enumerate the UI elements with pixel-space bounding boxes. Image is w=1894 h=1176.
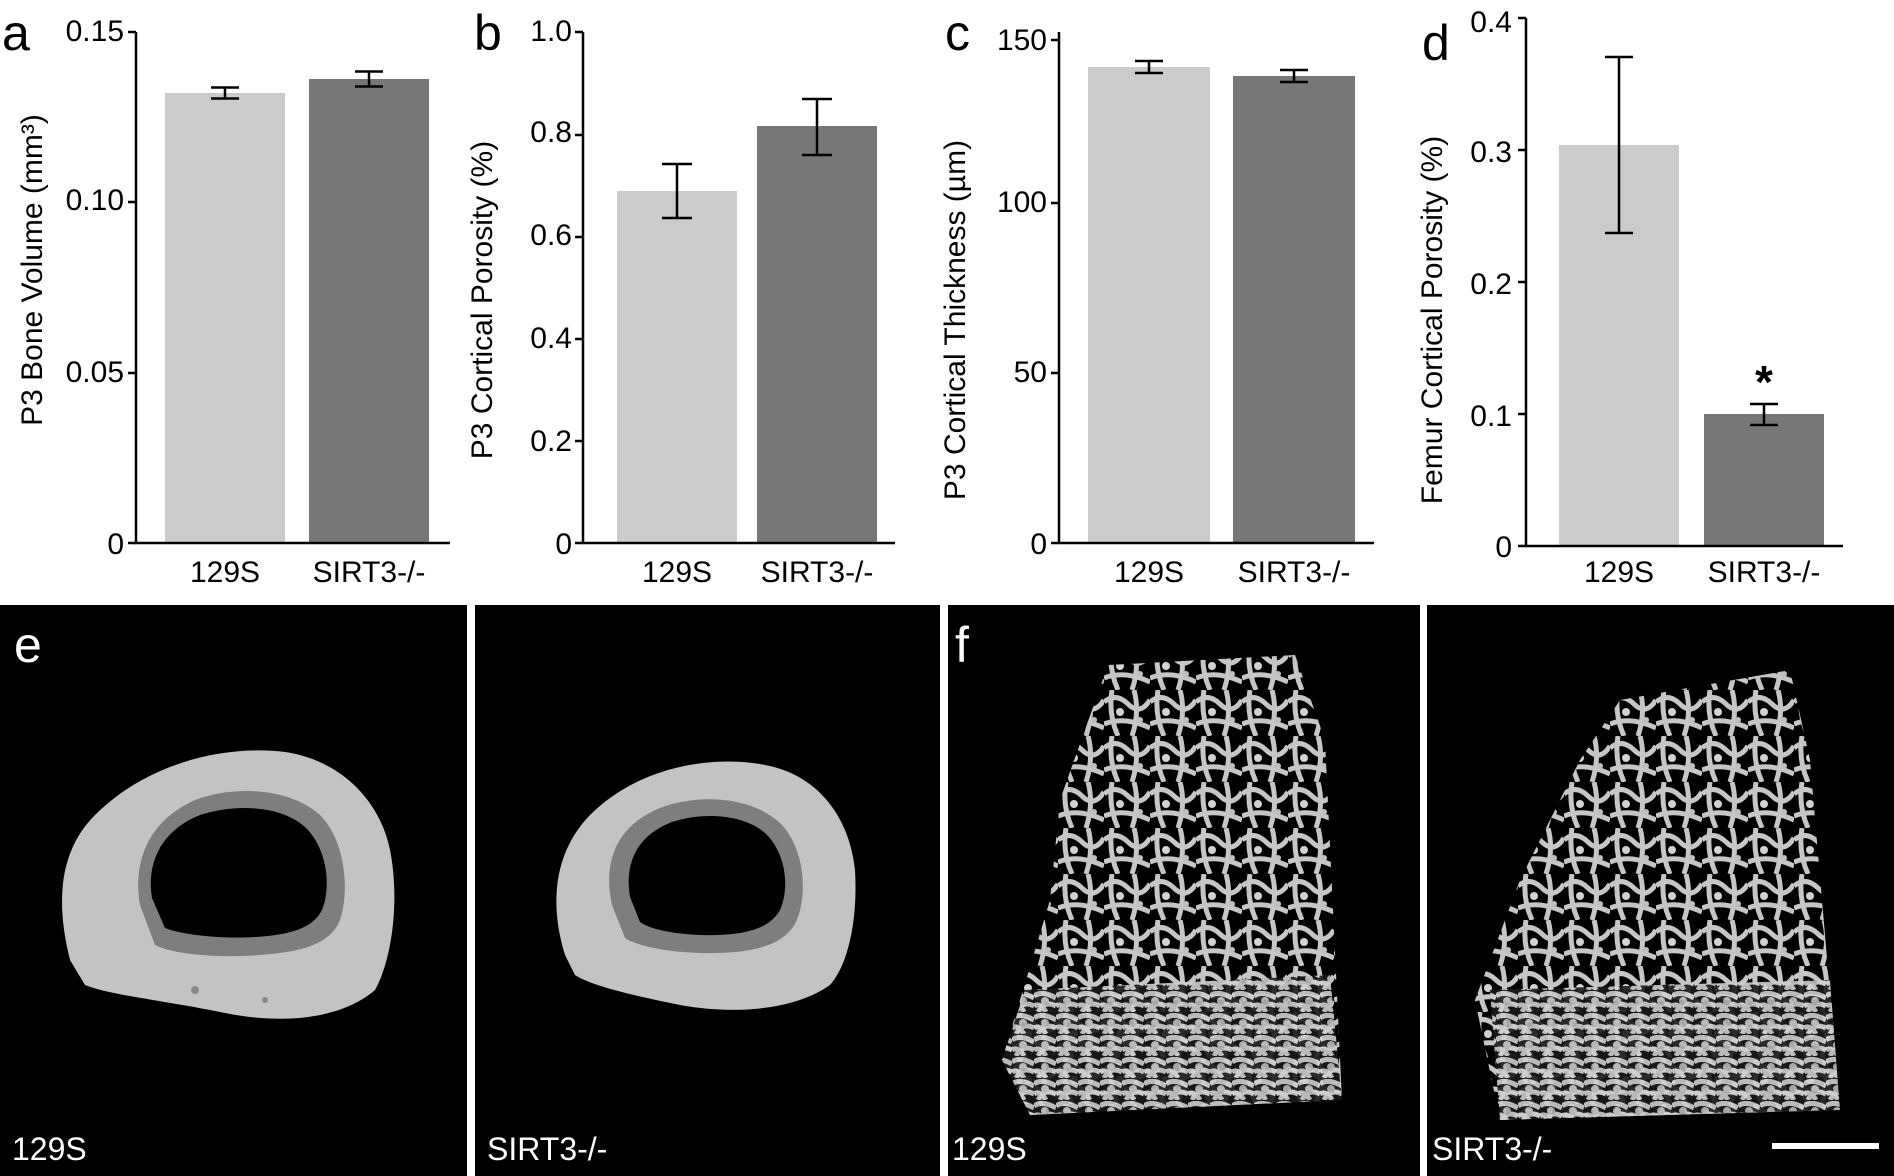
y-tick-label: 0.4	[1470, 6, 1512, 39]
error-bar-129S	[662, 162, 692, 220]
bars-d	[1559, 145, 1824, 546]
y-tick-label: 0.8	[530, 116, 572, 149]
y-ticks-a: 0 0.05 0.10 0.15	[66, 15, 124, 561]
image-label-129S: 129S	[12, 1131, 87, 1167]
image-e-SIRT3: SIRT3-/-	[475, 605, 940, 1176]
bar-129S	[617, 191, 737, 543]
image-label-129S: 129S	[952, 1131, 1027, 1167]
bar-129S	[1088, 67, 1210, 543]
y-tick-label: 150	[997, 24, 1047, 57]
bone-cross-section	[62, 750, 395, 1019]
panel-letter-d: d	[1422, 15, 1450, 71]
bars-a	[165, 79, 429, 543]
y-tick-label: 0.2	[1470, 268, 1512, 301]
trabecular-bone	[1475, 670, 1840, 1120]
y-tick-label: 0.10	[66, 184, 124, 217]
axes-b	[575, 30, 895, 545]
image-label-SIRT3: SIRT3-/-	[487, 1131, 607, 1167]
error-bar-SIRT3	[1280, 68, 1308, 84]
bar-SIRT3	[309, 79, 429, 543]
bars-c	[1088, 67, 1355, 543]
panel-letter-e: e	[14, 617, 42, 673]
chart-c: c P3 Cortical Thickness (µm) 0 50 100 15…	[939, 5, 1374, 589]
y-tick-marks-a	[128, 30, 136, 545]
scale-bar	[1772, 1143, 1879, 1149]
bone-cross-section	[556, 761, 856, 1010]
x-tick-label-129S: 129S	[1114, 556, 1184, 589]
axes-c	[1051, 32, 1374, 545]
image-label-SIRT3: SIRT3-/-	[1432, 1131, 1552, 1167]
chart-d: d Femur Cortical Porosity (%) 0 0.1 0.2 …	[1416, 6, 1843, 589]
y-axis-title-a: P3 Bone Volume (mm³)	[16, 114, 49, 426]
image-f-129S: 129S	[948, 605, 1420, 1176]
y-tick-marks-d	[1518, 16, 1526, 548]
x-tick-label-129S: 129S	[642, 556, 712, 589]
error-bar-129S	[1605, 55, 1633, 235]
y-tick-label: 0	[1495, 531, 1512, 564]
panel-letter-f: f	[955, 617, 969, 673]
y-tick-label: 0.15	[66, 15, 124, 48]
x-tick-label-SIRT3: SIRT3-/-	[761, 556, 874, 589]
y-tick-label: 50	[1014, 356, 1047, 389]
x-tick-label-SIRT3: SIRT3-/-	[313, 556, 426, 589]
y-tick-marks-c	[1051, 38, 1059, 545]
image-panel-f: 129S SIRT3-/- f	[948, 605, 1894, 1176]
panel-letter-c: c	[945, 5, 970, 61]
bars-b	[617, 126, 877, 543]
error-bars-b	[662, 97, 832, 220]
error-bars-d	[1605, 55, 1778, 427]
chart-a: a P3 Bone Volume (mm³) 0 0.05 0.10 0.15 …	[2, 5, 450, 589]
y-tick-label: 0.3	[1470, 136, 1512, 169]
image-f-SIRT3: SIRT3-/-	[1427, 605, 1894, 1176]
y-tick-label: 0.4	[530, 322, 572, 355]
y-axis-title-b: P3 Cortical Porosity (%)	[466, 141, 499, 459]
panel-letter-b: b	[474, 5, 502, 61]
axes-d	[1518, 16, 1843, 548]
x-tick-label-129S: 129S	[1584, 556, 1654, 589]
bar-SIRT3	[1233, 76, 1355, 543]
x-tick-label-SIRT3: SIRT3-/-	[1708, 556, 1821, 589]
trabecular-bone	[1002, 655, 1342, 1115]
significance-marker-SIRT3: *	[1755, 356, 1773, 408]
x-tick-label-129S: 129S	[190, 556, 260, 589]
error-bar-129S	[1135, 59, 1163, 75]
axes-a	[128, 30, 450, 545]
x-tick-label-SIRT3: SIRT3-/-	[1238, 556, 1351, 589]
bar-SIRT3	[757, 126, 877, 543]
y-tick-label: 0	[1030, 528, 1047, 561]
y-ticks-b: 0 0.2 0.4 0.6 0.8 1.0	[530, 15, 572, 561]
chart-b: b P3 Cortical Porosity (%) 0 0.2 0.4 0.6…	[466, 5, 895, 589]
error-bar-129S	[211, 86, 239, 100]
bar-129S	[165, 93, 285, 543]
y-tick-marks-b	[575, 30, 583, 545]
y-tick-label: 0.05	[66, 356, 124, 389]
error-bar-SIRT3	[1750, 402, 1778, 427]
y-tick-label: 0	[107, 528, 124, 561]
y-axis-title-c: P3 Cortical Thickness (µm)	[939, 140, 972, 500]
error-bars-c	[1135, 59, 1308, 84]
bar-SIRT3	[1704, 414, 1824, 546]
error-bar-SIRT3	[802, 97, 832, 157]
image-e-129S: 129S	[0, 605, 467, 1176]
image-panel-e: 129S SIRT3-/- e	[0, 605, 940, 1176]
y-tick-label: 1.0	[530, 15, 572, 48]
y-ticks-d: 0 0.1 0.2 0.3 0.4	[1470, 6, 1512, 564]
y-tick-label: 0.2	[530, 425, 572, 458]
y-axis-title-d: Femur Cortical Porosity (%)	[1416, 136, 1449, 504]
panel-letter-a: a	[2, 5, 30, 61]
y-tick-label: 0.1	[1470, 400, 1512, 433]
error-bars-a	[211, 70, 383, 100]
error-bar-SIRT3	[355, 70, 383, 88]
y-tick-label: 0	[555, 528, 572, 561]
y-ticks-c: 0 50 100 150	[997, 24, 1047, 561]
y-tick-label: 0.6	[530, 219, 572, 252]
y-tick-label: 100	[997, 186, 1047, 219]
